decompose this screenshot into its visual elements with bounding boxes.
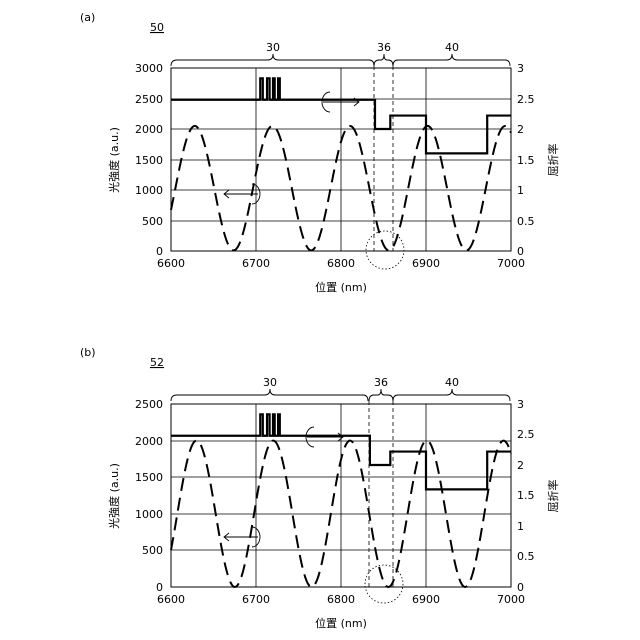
panel-a-left-ytick: 2000 (135, 123, 163, 136)
panel-b-region-label-36: 36 (374, 376, 388, 389)
panel-a-right-ytick: 1 (517, 184, 524, 197)
panel-b-left-y-axis-label: 光強度 (a.u.) (107, 463, 121, 529)
panel-a-label: (a) (80, 11, 95, 24)
panel-b-label: (b) (80, 346, 96, 359)
panel-b-right-ytick: 1 (517, 520, 524, 533)
panel-a-region-label-30: 30 (266, 41, 280, 54)
panel-a-right-ytick: 1.5 (517, 154, 535, 167)
panel-a-xtick: 6700 (242, 257, 270, 270)
panel-a-figure-ref: 50 (150, 21, 164, 34)
panel-a-right-ytick: 0.5 (517, 215, 535, 228)
panel-b-left-ytick: 1000 (135, 508, 163, 521)
panel-a-right-ytick: 2.5 (517, 93, 535, 106)
panel-a-right-ytick: 3 (517, 62, 524, 75)
panel-b-right-ytick: 2.5 (517, 428, 535, 441)
panel-a-xtick: 6900 (412, 257, 440, 270)
panel-b-left-ytick: 2500 (135, 398, 163, 411)
panel-b-right-ytick: 1.5 (517, 489, 535, 502)
panel-a-region-label-36: 36 (377, 41, 391, 54)
panel-b-right-ytick: 3 (517, 398, 524, 411)
panel-a-xtick: 6600 (157, 257, 185, 270)
panel-a-left-ytick: 1000 (135, 184, 163, 197)
panel-b-right-ytick: 2 (517, 459, 524, 472)
panel-a-region-label-40: 40 (445, 41, 459, 54)
panel-b-region-label-40: 40 (445, 376, 459, 389)
panel-a-x-axis-label: 位置 (nm) (315, 280, 367, 294)
panel-b-xtick: 6900 (412, 593, 440, 606)
panel-a-left-ytick: 1500 (135, 154, 163, 167)
panel-b-xtick: 6800 (327, 593, 355, 606)
panel-a-left-y-axis-label: 光強度 (a.u.) (107, 127, 121, 193)
panel-b-xtick: 7000 (497, 593, 525, 606)
panel-a-left-ytick: 2500 (135, 93, 163, 106)
panel-b-figure-ref: 52 (150, 356, 164, 369)
panel-a-right-ytick: 2 (517, 123, 524, 136)
panel-a-right-y-axis-label: 屈折率 (546, 144, 560, 177)
panel-b-right-y-axis-label: 屈折率 (546, 480, 560, 513)
panel-b-xtick: 6600 (157, 593, 185, 606)
panel-a-xtick: 6800 (327, 257, 355, 270)
panel-b-left-ytick: 1500 (135, 471, 163, 484)
panel-b-left-ytick: 500 (142, 544, 163, 557)
panel-b-region-label-30: 30 (263, 376, 277, 389)
panel-a-xtick: 7000 (497, 257, 525, 270)
panel-b-x-axis-label: 位置 (nm) (315, 616, 367, 630)
panel-a-left-ytick: 500 (142, 215, 163, 228)
panel-b-xtick: 6700 (242, 593, 270, 606)
panel-b-left-ytick: 2000 (135, 435, 163, 448)
panel-a-left-ytick: 3000 (135, 62, 163, 75)
panel-b-right-ytick: 0.5 (517, 550, 535, 563)
